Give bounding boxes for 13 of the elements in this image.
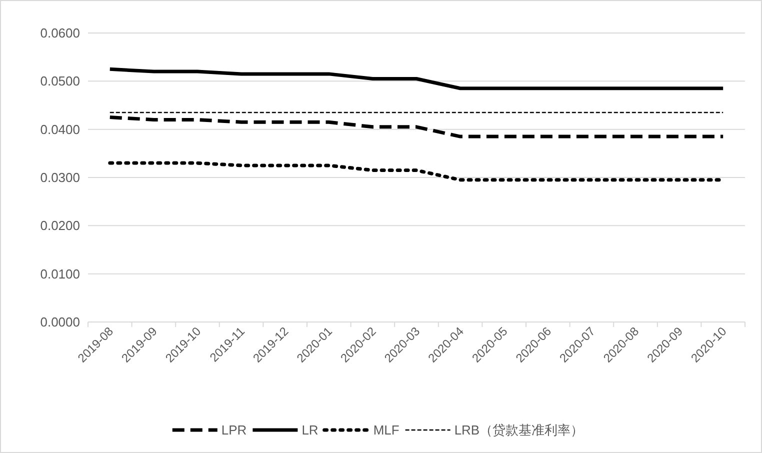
legend-label: LRB（贷款基准利率） — [454, 422, 584, 438]
y-tick-label: 0.0400 — [40, 122, 80, 137]
y-tick-label: 0.0200 — [40, 218, 80, 234]
y-tick-label: 0.0600 — [40, 26, 80, 40]
legend-label: LPR — [221, 422, 247, 438]
line-series — [108, 67, 725, 90]
y-tick-label: 0.0000 — [40, 314, 80, 330]
line-series — [108, 116, 725, 138]
y-tick-label: 0.0300 — [40, 170, 80, 185]
legend-label: LR — [302, 422, 318, 438]
y-tick-label: 0.0500 — [40, 74, 80, 89]
legend-label: MLF — [373, 422, 400, 438]
y-tick-label: 0.0100 — [40, 266, 80, 282]
